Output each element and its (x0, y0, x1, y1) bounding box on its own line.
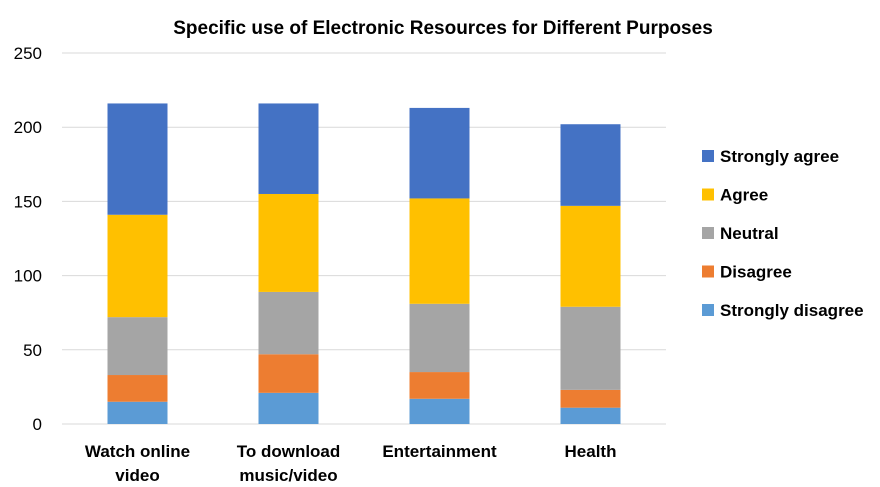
bar-segment (107, 401, 168, 424)
bar-segment (409, 107, 470, 199)
legend-label: Disagree (720, 263, 792, 282)
legend-label: Strongly agree (720, 147, 839, 166)
chart-title: Specific use of Electronic Resources for… (173, 18, 713, 39)
bar-segment (560, 124, 621, 206)
bar-segment (409, 398, 470, 424)
legend-label: Neutral (720, 224, 779, 243)
bar-segment (560, 306, 621, 390)
x-tick-label: Entertainment (382, 442, 497, 461)
legend-swatch (702, 265, 714, 278)
bar-segment (258, 291, 319, 355)
bar-segment (560, 407, 621, 424)
bar-segment (258, 103, 319, 194)
bar-segment (560, 205, 621, 307)
bar-segment (409, 198, 470, 304)
legend-swatch (702, 304, 714, 316)
bar-segment (409, 303, 470, 373)
bar-segment (107, 214, 168, 318)
x-tick-label: video (115, 466, 159, 485)
bar-segment (107, 103, 168, 215)
legend-label: Agree (720, 186, 768, 205)
legend-swatch (702, 227, 714, 239)
x-tick-label: Health (565, 442, 617, 461)
y-tick-label: 0 (33, 415, 42, 434)
y-tick-label: 100 (14, 267, 42, 286)
legend-swatch (702, 150, 714, 162)
bars (107, 103, 621, 424)
bar-segment (107, 317, 168, 376)
bar-segment (409, 372, 470, 399)
x-tick-label: music/video (239, 466, 337, 485)
bar-segment (258, 193, 319, 292)
bar-segment (560, 389, 621, 408)
x-tick-label: To download (237, 442, 341, 461)
y-tick-label: 50 (23, 341, 42, 360)
legend-label: Strongly disagree (720, 301, 864, 320)
y-tick-label: 200 (14, 118, 42, 137)
y-tick-label: 250 (14, 44, 42, 63)
x-tick-label: Watch online (85, 442, 190, 461)
legend: Strongly agree Agree Neutral Disagree Strong… (702, 147, 864, 320)
legend-swatch (702, 188, 714, 201)
y-tick-label: 150 (14, 192, 42, 211)
bar-segment (107, 375, 168, 402)
bar-segment (258, 354, 319, 393)
y-axis: 0 50 100 150 200 250 (14, 44, 42, 434)
bar-segment (258, 392, 319, 424)
x-axis: Watch online video To download music/video E… (85, 442, 617, 485)
